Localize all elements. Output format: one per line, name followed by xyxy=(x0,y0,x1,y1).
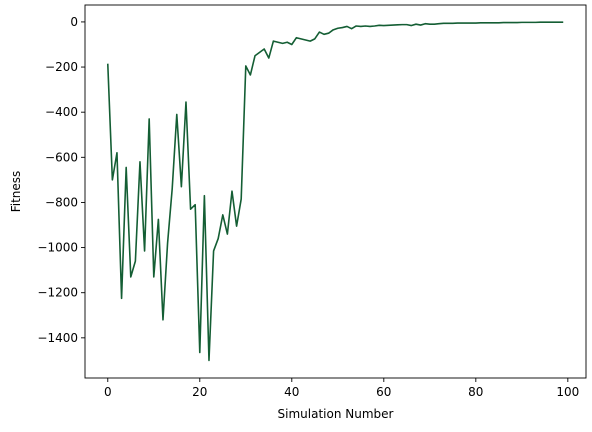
y-tick-label: −1400 xyxy=(37,331,78,345)
x-tick-label: 60 xyxy=(376,385,391,399)
y-tick-label: −400 xyxy=(45,105,78,119)
x-tick-label: 0 xyxy=(104,385,112,399)
x-axis-ticks: 0 20 40 60 80 100 xyxy=(104,378,579,399)
x-tick-label: 100 xyxy=(556,385,579,399)
plot-frame xyxy=(84,4,587,379)
x-tick-label: 40 xyxy=(284,385,299,399)
x-tick-label: 80 xyxy=(468,385,483,399)
y-tick-label: −1000 xyxy=(37,241,78,255)
x-axis-label: Simulation Number xyxy=(278,407,394,421)
plot-area xyxy=(85,5,586,378)
y-tick-label: 0 xyxy=(70,15,78,29)
y-axis-label: Fitness xyxy=(9,171,23,213)
y-tick-label: −600 xyxy=(45,150,78,164)
fitness-series-line xyxy=(106,21,564,362)
x-tick-label: 20 xyxy=(192,385,207,399)
y-axis-ticks: 0 −200 −400 −600 −800 −1000 −1200 −1400 xyxy=(37,15,85,345)
y-tick-label: −800 xyxy=(45,195,78,209)
y-tick-label: −200 xyxy=(45,60,78,74)
y-tick-label: −1200 xyxy=(37,286,78,300)
